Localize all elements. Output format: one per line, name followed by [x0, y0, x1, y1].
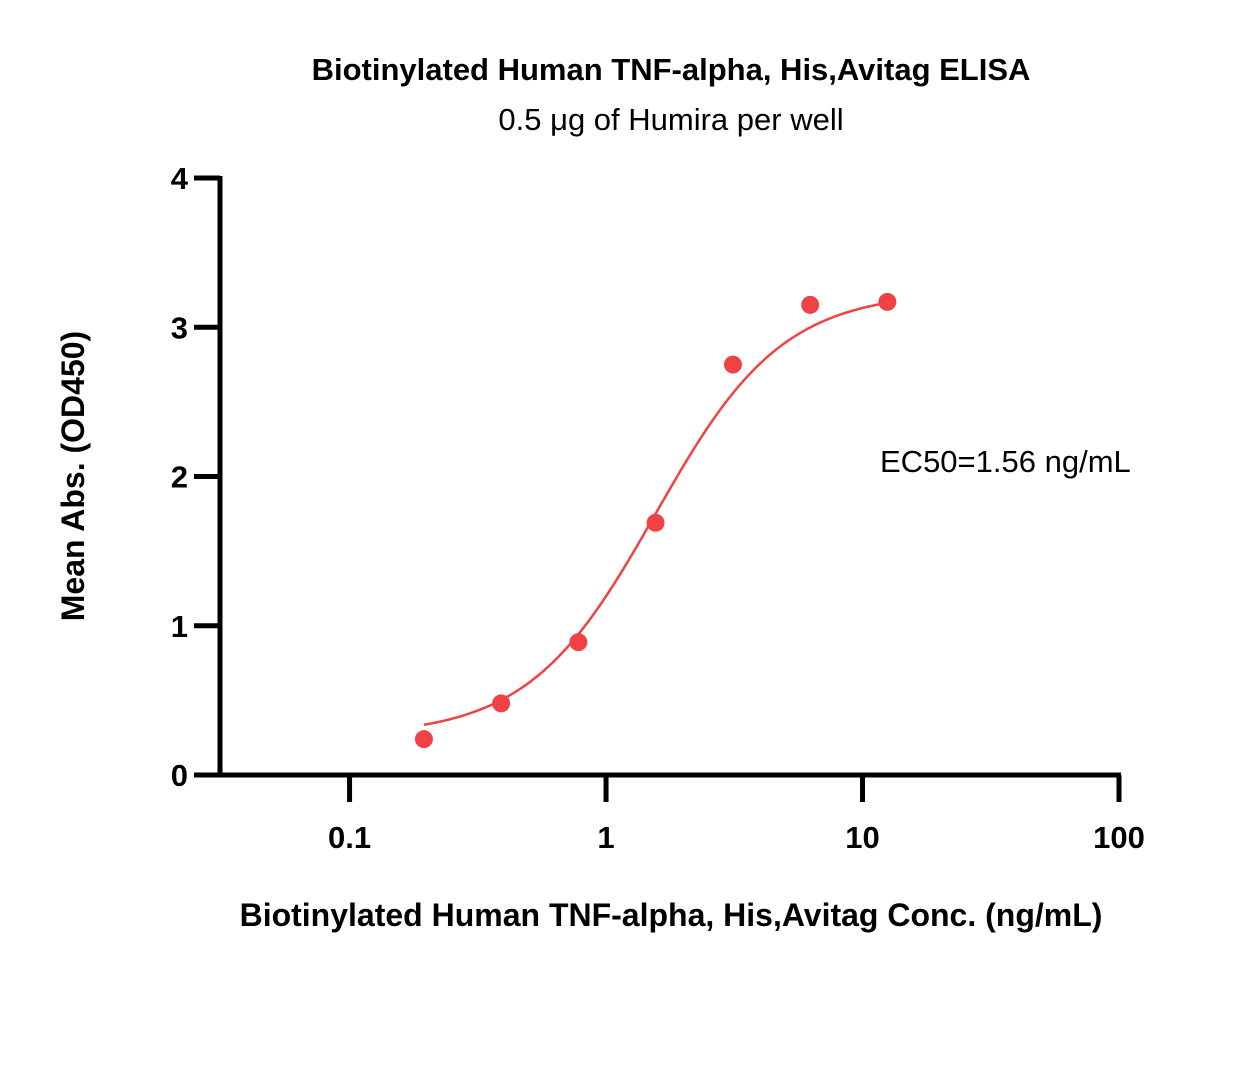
y-tick-label: 3: [171, 310, 188, 345]
y-axis-label: Mean Abs. (OD450): [55, 331, 91, 621]
x-ticks: 0.1 1 10 100: [328, 775, 1145, 855]
x-tick-label: 10: [845, 820, 879, 855]
data-point: [723, 355, 742, 374]
x-tick-label: 1: [597, 820, 614, 855]
y-ticks: 0 1 2 3 4: [171, 161, 220, 793]
series-layer: [414, 292, 897, 749]
x-tick-label: 100: [1093, 820, 1145, 855]
chart-subtitle: 0.5 μg of Humira per well: [498, 102, 843, 137]
data-point: [492, 694, 511, 713]
chart-title: Biotinylated Human TNF-alpha, His,Avitag…: [312, 52, 1031, 87]
y-tick-label: 1: [171, 609, 188, 644]
data-point: [878, 292, 897, 311]
y-tick-label: 2: [171, 460, 188, 495]
y-tick-label: 0: [171, 758, 188, 793]
data-point: [569, 633, 588, 652]
data-point: [414, 730, 433, 749]
y-tick-label: 4: [171, 161, 189, 196]
data-point: [646, 513, 665, 532]
x-axis-label: Biotinylated Human TNF-alpha, His,Avitag…: [240, 897, 1103, 933]
x-tick-label: 0.1: [328, 820, 371, 855]
ec50-annotation: EC50=1.56 ng/mL: [880, 444, 1131, 479]
data-point: [801, 295, 820, 314]
